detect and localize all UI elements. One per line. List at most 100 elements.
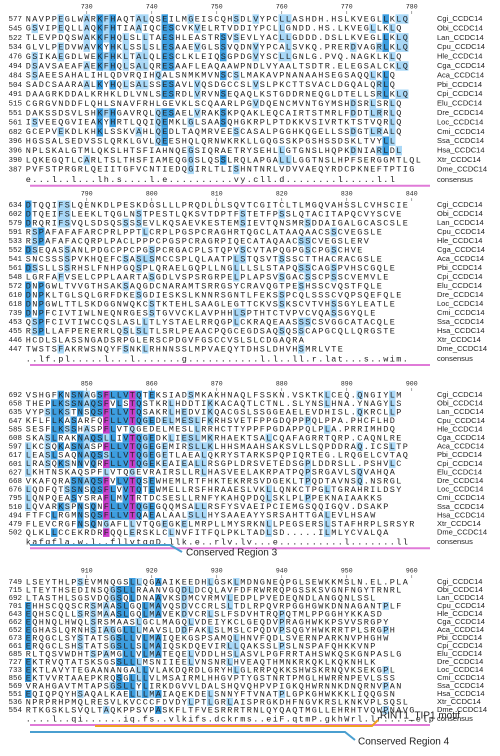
residue-highlight [135,658,142,666]
sequence-start: 591 [8,229,22,237]
residue-highlight [103,61,110,71]
residue-highlight [298,326,305,336]
residue-highlight [109,642,116,650]
residue-highlight [226,698,233,706]
residue-highlight [187,698,194,706]
residue-highlight [298,281,305,291]
residue-highlight [304,493,311,503]
residue-highlight [25,308,32,318]
residue-highlight [382,136,389,146]
residue-highlight [109,61,116,71]
residue-highlight [187,650,194,658]
species-label: Xtr_CCDC14 [437,155,481,164]
residue-highlight [129,468,136,477]
residue-highlight [116,511,123,520]
species-label: Obi_CCDC14 [437,209,483,218]
species-label: Cpi_CCDC14 [437,89,482,98]
ruler-label: 880 [276,381,288,388]
residue-highlight [148,511,155,520]
residue-highlight [142,442,149,451]
residue-highlight [103,485,110,494]
residue-highlight [207,610,214,618]
residue-highlight [233,263,240,273]
residue-highlight [57,416,64,426]
residue-highlight [194,416,201,426]
sequence-start: 658 [8,401,22,409]
residue-highlight [155,136,162,146]
residue-highlight [168,42,175,52]
residue-highlight [382,706,389,714]
species-label: Aca_CCDC14 [437,625,484,634]
residue-highlight [187,433,194,443]
residue-highlight [122,626,129,634]
residue-highlight [278,610,285,618]
sequence-start: 552 [8,247,22,255]
residue-highlight [148,442,155,451]
sequence-start: 647 [8,418,22,426]
residue-highlight [142,14,149,24]
sequence: DRQRIFSVQLSDSQSSSSEVLKQSAEVKESTEMSIEVTQN… [26,218,408,228]
species-label: Obi_CCDC14 [437,585,483,594]
sequence-start: 572 [8,283,22,291]
residue-highlight [148,634,155,642]
residue-highlight [122,485,129,494]
residue-highlight [116,407,123,417]
residue-highlight [129,650,136,658]
residue-highlight [103,425,110,434]
residue-highlight [122,254,129,264]
residue-highlight [220,42,227,52]
residue-highlight [233,578,240,586]
residue-highlight [64,254,71,264]
residue-highlight [103,493,110,503]
residue-highlight [83,476,90,486]
residue-highlight [51,416,58,426]
residue-highlight [90,650,97,658]
residue-highlight [109,14,116,24]
ruler-label: 790 [81,191,93,198]
residue-highlight [31,263,38,273]
residue-highlight [187,117,194,128]
residue-highlight [109,450,116,460]
residue-highlight [207,399,214,408]
sequence-start: 447 [8,346,22,354]
sequence-start: 494 [8,512,22,520]
residue-highlight [96,390,103,400]
residue-highlight [226,602,233,610]
residue-highlight [148,650,155,658]
species-label: Hle_CCDC14 [437,236,482,245]
sequence-start: 453 [8,319,22,327]
residue-highlight [109,390,116,400]
residue-highlight [116,674,123,682]
residue-highlight [77,690,84,698]
residue-highlight [148,642,155,650]
sequence-start: 515 [8,101,22,109]
ruler-label: 850 [81,381,93,388]
residue-highlight [25,658,32,666]
residue-highlight [324,485,331,494]
residue-highlight [129,642,136,650]
residue-highlight [103,51,110,62]
residue-highlight [298,236,305,246]
residue-highlight [103,399,110,408]
residue-highlight [90,519,97,529]
residue-highlight [83,433,90,443]
residue-highlight [278,209,285,219]
residue-highlight [389,407,396,417]
consensus-sequence: kafqfla.w.l..fllvtqgD.llk.e..rlv.lv...e.… [26,537,408,547]
region3-bracket [30,544,183,553]
residue-highlight [350,127,357,137]
sequence: DNPKLTGLSQLGRFDKESGDIESKSLKNNRSGNTLFEKSS… [26,290,402,300]
residue-highlight [25,245,32,255]
residue-highlight [51,407,58,417]
residue-highlight [103,626,110,634]
species-label: Cga_CCDC14 [437,433,485,442]
residue-highlight [155,610,162,618]
sequence: ERQGCLSHSTATSGSLLSLMAIQSKDQEVIRLLQAKSSLP… [26,641,376,651]
residue-highlight [96,61,103,71]
residue-highlight [122,502,129,512]
sequence: EKTVVRTAAEPKRQSGLLLVLMSAIRMLHHGVPTYGSTNR… [26,673,395,683]
residue-highlight [304,468,311,477]
species-label: Pbi_CCDC14 [437,263,482,272]
species-label: Lan_CCDC14 [437,407,484,416]
residue-highlight [129,450,136,460]
